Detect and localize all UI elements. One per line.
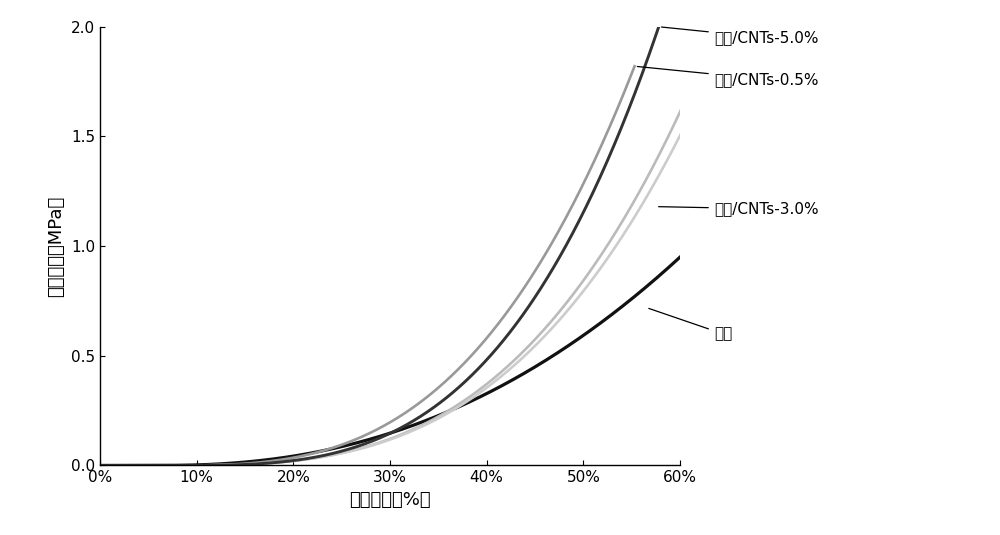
Text: 蚕丝/CNTs-3.0%: 蚕丝/CNTs-3.0% bbox=[659, 201, 818, 216]
Text: 蚕丝/CNTs-0.5%: 蚕丝/CNTs-0.5% bbox=[637, 66, 818, 87]
Text: 蚕丝/CNTs-1.0%: 蚕丝/CNTs-1.0% bbox=[0, 534, 1, 535]
Text: 蚕丝/CNTs-5.0%: 蚕丝/CNTs-5.0% bbox=[661, 27, 818, 45]
Y-axis label: 压缩应力（MPa）: 压缩应力（MPa） bbox=[47, 195, 65, 297]
Text: 蚕丝: 蚕丝 bbox=[649, 308, 732, 341]
X-axis label: 压缩应变（%）: 压缩应变（%） bbox=[349, 491, 431, 509]
